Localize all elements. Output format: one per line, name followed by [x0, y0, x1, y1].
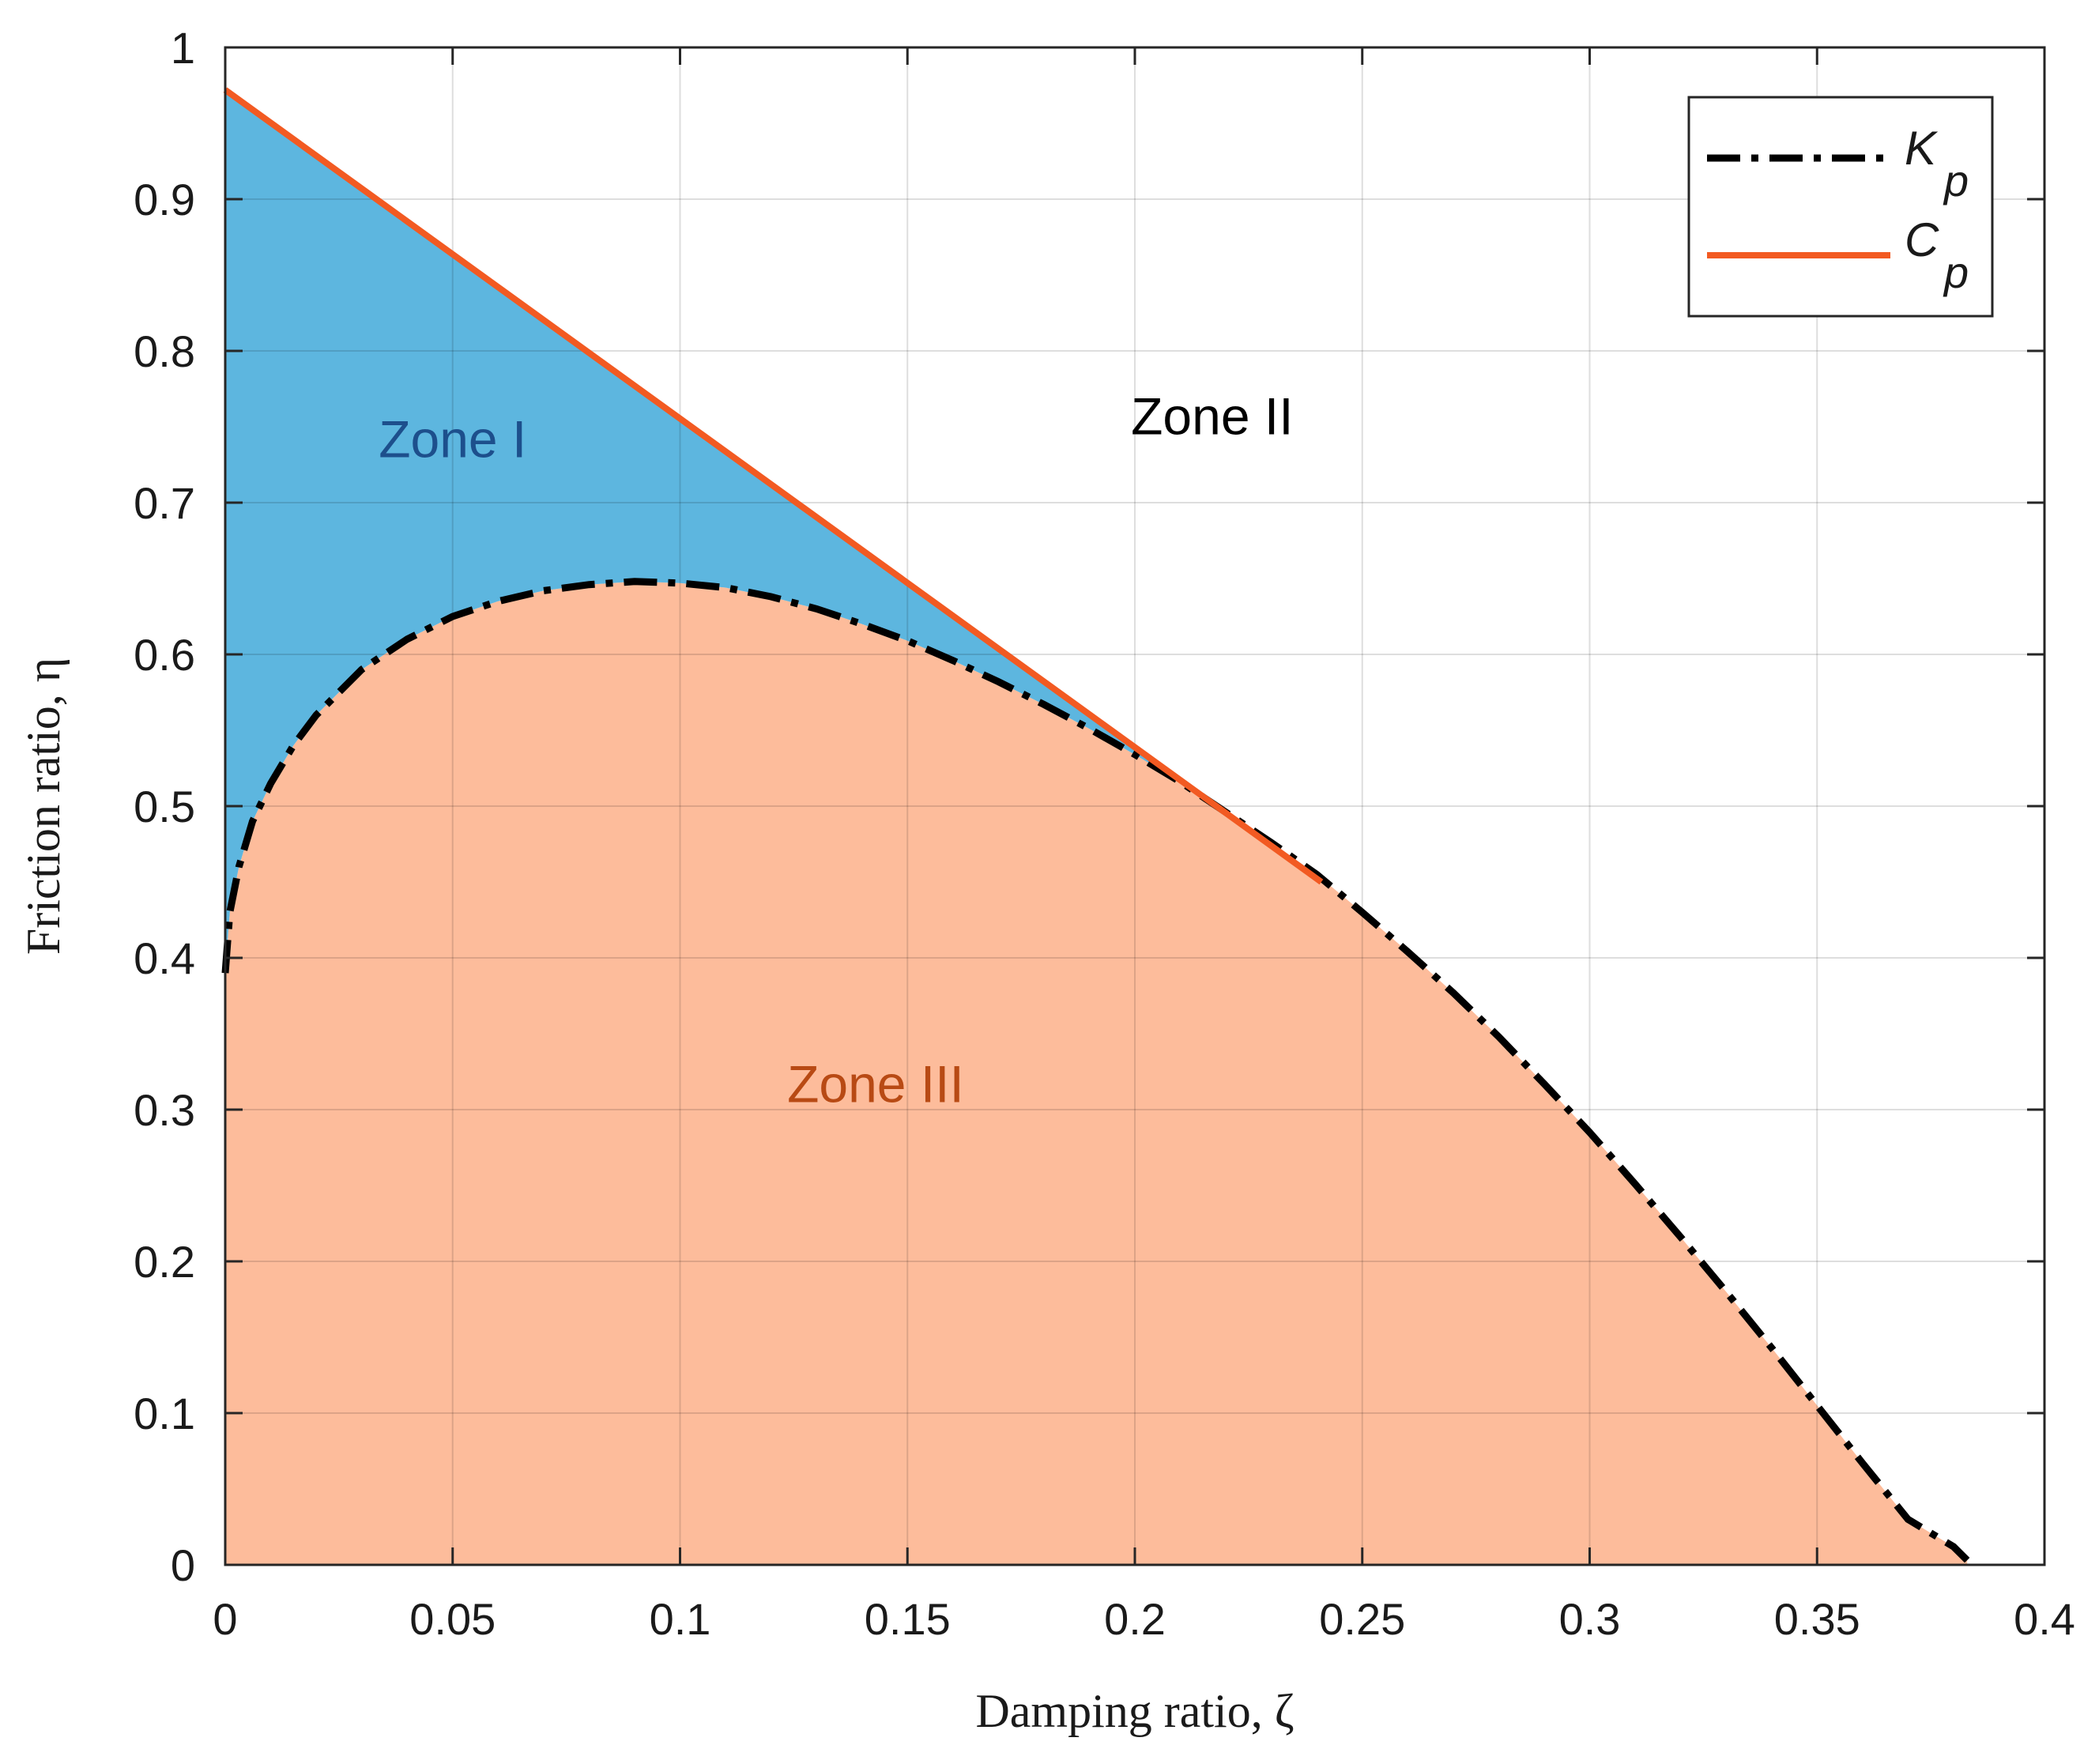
x-tick-label: 0.1	[650, 1594, 711, 1644]
x-tick-label: 0.3	[1559, 1594, 1621, 1644]
y-tick-label: 0.9	[134, 175, 195, 224]
y-tick-label: 0.1	[134, 1389, 195, 1438]
legend-cp-subscript: p	[1943, 247, 1969, 297]
y-tick-label: 0.5	[134, 782, 195, 831]
y-tick-label: 0.2	[134, 1237, 195, 1287]
y-tick-label: 0	[171, 1540, 195, 1590]
zone-i-area	[225, 89, 1321, 974]
zone-iii-area	[225, 581, 1968, 1565]
x-tick-label: 0.15	[865, 1594, 951, 1644]
y-tick-label: 0.6	[134, 630, 195, 680]
x-tick-label: 0.05	[409, 1594, 496, 1644]
kp-curve	[221, 578, 1970, 1563]
x-tick-label: 0	[213, 1594, 237, 1644]
y-tick-label: 1	[171, 23, 195, 73]
legend-kp-label: K	[1905, 122, 1939, 175]
x-tick-label: 0.25	[1319, 1594, 1405, 1644]
legend-kp-subscript: p	[1943, 156, 1969, 205]
x-axis-title: Damping ratio, ζ	[975, 1685, 1294, 1737]
x-tick-label: 0.2	[1104, 1594, 1166, 1644]
y-tick-label: 0.4	[134, 933, 195, 983]
y-axis: 0 0.1 0.2 0.3 0.4 0.5 0.6 0.7 0.8 0.9 1	[134, 23, 2044, 1590]
y-tick-label: 0.7	[134, 478, 195, 528]
x-axis: 0 0.05 0.1 0.15 0.2 0.25 0.3 0.35 0.4	[213, 47, 2075, 1644]
x-tick-label: 0.4	[2014, 1594, 2075, 1644]
zone-iii-label: Zone III	[787, 1054, 964, 1113]
x-tick-label: 0.35	[1774, 1594, 1860, 1644]
legend-box	[1687, 96, 1994, 318]
cp-line	[223, 87, 1324, 885]
legend-cp-label: C	[1905, 213, 1939, 266]
y-axis-title: Friction ratio, η	[17, 658, 70, 955]
zone-i-label: Zone I	[379, 409, 526, 468]
legend: K p C p	[1687, 96, 1994, 318]
y-tick-label: 0.3	[134, 1085, 195, 1135]
zone-ii-label: Zone II	[1131, 387, 1293, 446]
y-tick-label: 0.8	[134, 326, 195, 376]
